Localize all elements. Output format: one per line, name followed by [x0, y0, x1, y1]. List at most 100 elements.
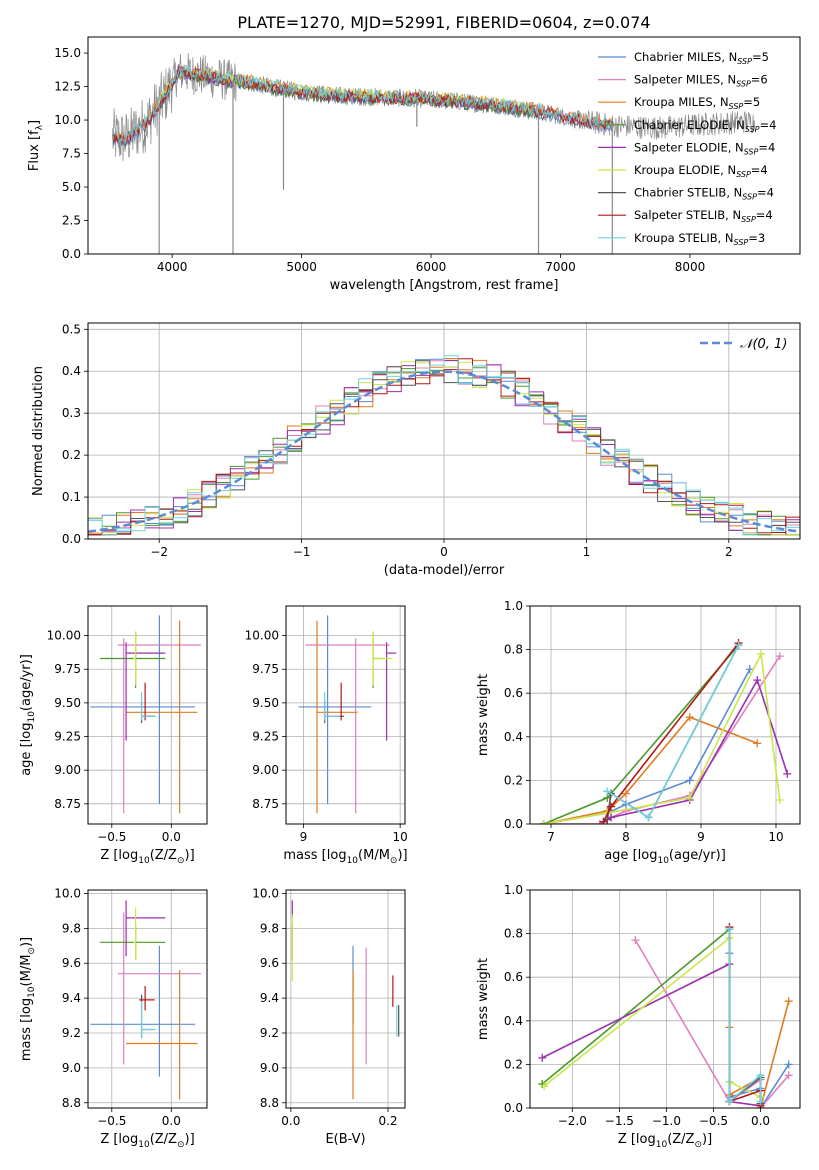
legend-label: Kroupa MILES, NSSP=5: [634, 95, 760, 111]
xlabel: age [log10(age/yr)]: [604, 848, 726, 866]
weight-line: [603, 678, 789, 823]
x-tick-label: −0.5: [97, 830, 126, 844]
y-tick-label: 10.00: [245, 629, 279, 643]
weight-marker: [753, 676, 762, 685]
ylabel: age [log10(age/yr)]: [19, 654, 37, 776]
y-tick-label: 9.50: [54, 696, 81, 710]
axes-frame: [87, 889, 208, 1109]
y-tick-label: 9.25: [252, 730, 279, 744]
y-tick-label: 9.25: [54, 730, 81, 744]
y-tick-label: 0.4: [62, 364, 81, 378]
xlabel: Z [log10(Z/Z⊙)]: [618, 1132, 712, 1150]
axes-frame: [529, 889, 801, 1109]
y-tick-label: 5.0: [62, 180, 81, 194]
y-tick-label: 9.6: [62, 956, 81, 970]
y-tick-label: 0.6: [504, 686, 523, 700]
x-tick-label: 0: [440, 545, 448, 559]
x-tick-label: −0.5: [699, 1114, 728, 1128]
legend-label: Kroupa ELODIE, NSSP=4: [634, 163, 768, 179]
weight-marker: [775, 652, 784, 661]
y-tick-label: 8.75: [252, 797, 279, 811]
chart-spectrum: 4000 5000 6000 7000 8000 0.0 2.5 5.0 7.5 10.0 12.5…: [27, 36, 801, 293]
y-tick-label: 9.50: [252, 696, 279, 710]
y-tick-label: 9.8: [62, 921, 81, 935]
ylabel: mass [log10(M/M⊙)]: [19, 937, 37, 1061]
legend-label: Chabrier STELIB, NSSP=4: [634, 186, 774, 202]
plot-area: [88, 355, 800, 536]
x-tick-label: 5000: [286, 260, 317, 274]
ylabel: mass weight: [476, 674, 491, 756]
xlabel: Z [log10(Z/Z⊙)]: [100, 848, 194, 866]
y-tick-label: 9.75: [54, 662, 81, 676]
weight-line: [728, 1000, 790, 1108]
x-tick-label: 1: [583, 545, 591, 559]
y-tick-label: 10.0: [54, 886, 81, 900]
y-tick-label: 0.2: [504, 773, 523, 787]
gaussian-curve: [88, 370, 798, 533]
weight-marker: [631, 936, 640, 945]
y-tick-label: 0.0: [62, 532, 81, 546]
figure-title: PLATE=1270, MJD=52991, FIBERID=0604, z=0…: [237, 13, 650, 32]
y-tick-label: 8.8: [62, 1096, 81, 1110]
y-tick-label: 10.0: [252, 886, 279, 900]
y-tick-label: 0.2: [504, 1057, 523, 1071]
y-tick-label: 9.00: [54, 763, 81, 777]
weight-marker: [539, 820, 548, 824]
weight-marker: [725, 1097, 734, 1106]
plot-area: [539, 639, 792, 824]
x-tick-label: 0.0: [162, 1114, 181, 1128]
y-tick-label: 9.8: [260, 921, 279, 935]
weight-marker: [644, 813, 653, 822]
plot-area: [538, 923, 793, 1108]
x-tick-label: 6000: [416, 260, 447, 274]
chart-age-vs-mass: 9 10 8.75 9.00 9.25 9.50 9.75 10.00 mass [log10(…: [245, 605, 408, 866]
weight-marker: [753, 739, 762, 748]
y-tick-label: 2.5: [62, 214, 81, 228]
weight-marker: [603, 787, 612, 796]
x-tick-label: 0.0: [162, 830, 181, 844]
y-tick-label: 9.2: [260, 1026, 279, 1040]
weight-marker: [745, 665, 754, 674]
weight-marker: [784, 1071, 793, 1080]
chart-weight-vs-age: 7 8 9 10 0.0 0.2 0.4 0.6 0.8 1.0 age [log10(age/yr…: [476, 599, 801, 866]
y-tick-label: 12.5: [54, 80, 81, 94]
weight-marker: [685, 776, 694, 785]
chart-weight-vs-Z: −2.0 −1.5 −1.0 −0.5 0.0 0.0 0.2 0.4 0.6 0.8 1.0 Z […: [476, 883, 801, 1150]
x-tick-label: −1.0: [652, 1114, 681, 1128]
x-tick-label: −2: [150, 545, 168, 559]
weight-marker: [783, 769, 792, 778]
x-tick-label: −1: [293, 545, 311, 559]
xlabel: wavelength [Angstrom, rest frame]: [330, 278, 559, 293]
plot-area: [298, 615, 397, 814]
weight-line: [541, 927, 731, 1085]
weight-line: [543, 936, 761, 1098]
x-tick-label: −2.0: [558, 1114, 587, 1128]
x-tick-label: 10: [393, 830, 408, 844]
y-tick-label: 7.5: [62, 147, 81, 161]
weight-marker: [734, 641, 743, 650]
xlabel: Z [log10(Z/Z⊙)]: [100, 1132, 194, 1150]
y-tick-label: 9.75: [252, 662, 279, 676]
weight-marker: [775, 796, 784, 805]
weight-marker: [757, 649, 765, 658]
y-tick-label: 9.2: [62, 1026, 81, 1040]
y-tick-label: 0.5: [62, 322, 81, 336]
chart-mass-vs-Z: −0.5 0.0 8.8 9.0 9.2 9.4 9.6 9.8 10.0 Z [log10(Z/…: [19, 886, 208, 1150]
model-spectrum: [112, 66, 613, 144]
legend-label: 𝒩(0, 1): [740, 337, 787, 352]
chart-mass-vs-ebv: 0.0 0.2 8.8 9.0 9.2 9.4 9.6 9.8 10.0 E(B-V): [252, 886, 406, 1147]
y-tick-label: 10.00: [47, 629, 81, 643]
x-tick-label: 7000: [545, 260, 576, 274]
weight-line: [543, 644, 740, 824]
y-tick-label: 0.6: [504, 970, 523, 984]
legend-label: Salpeter MILES, NSSP=6: [634, 73, 768, 89]
y-tick-label: 8.75: [54, 797, 81, 811]
x-tick-label: 7: [547, 830, 555, 844]
legend-label: Salpeter ELODIE, NSSP=4: [634, 140, 775, 156]
weight-marker: [607, 802, 615, 811]
y-tick-label: 1.0: [504, 599, 523, 613]
y-tick-label: 9.0: [260, 1061, 279, 1075]
weight-line: [541, 962, 761, 1107]
weight-marker: [685, 713, 694, 722]
